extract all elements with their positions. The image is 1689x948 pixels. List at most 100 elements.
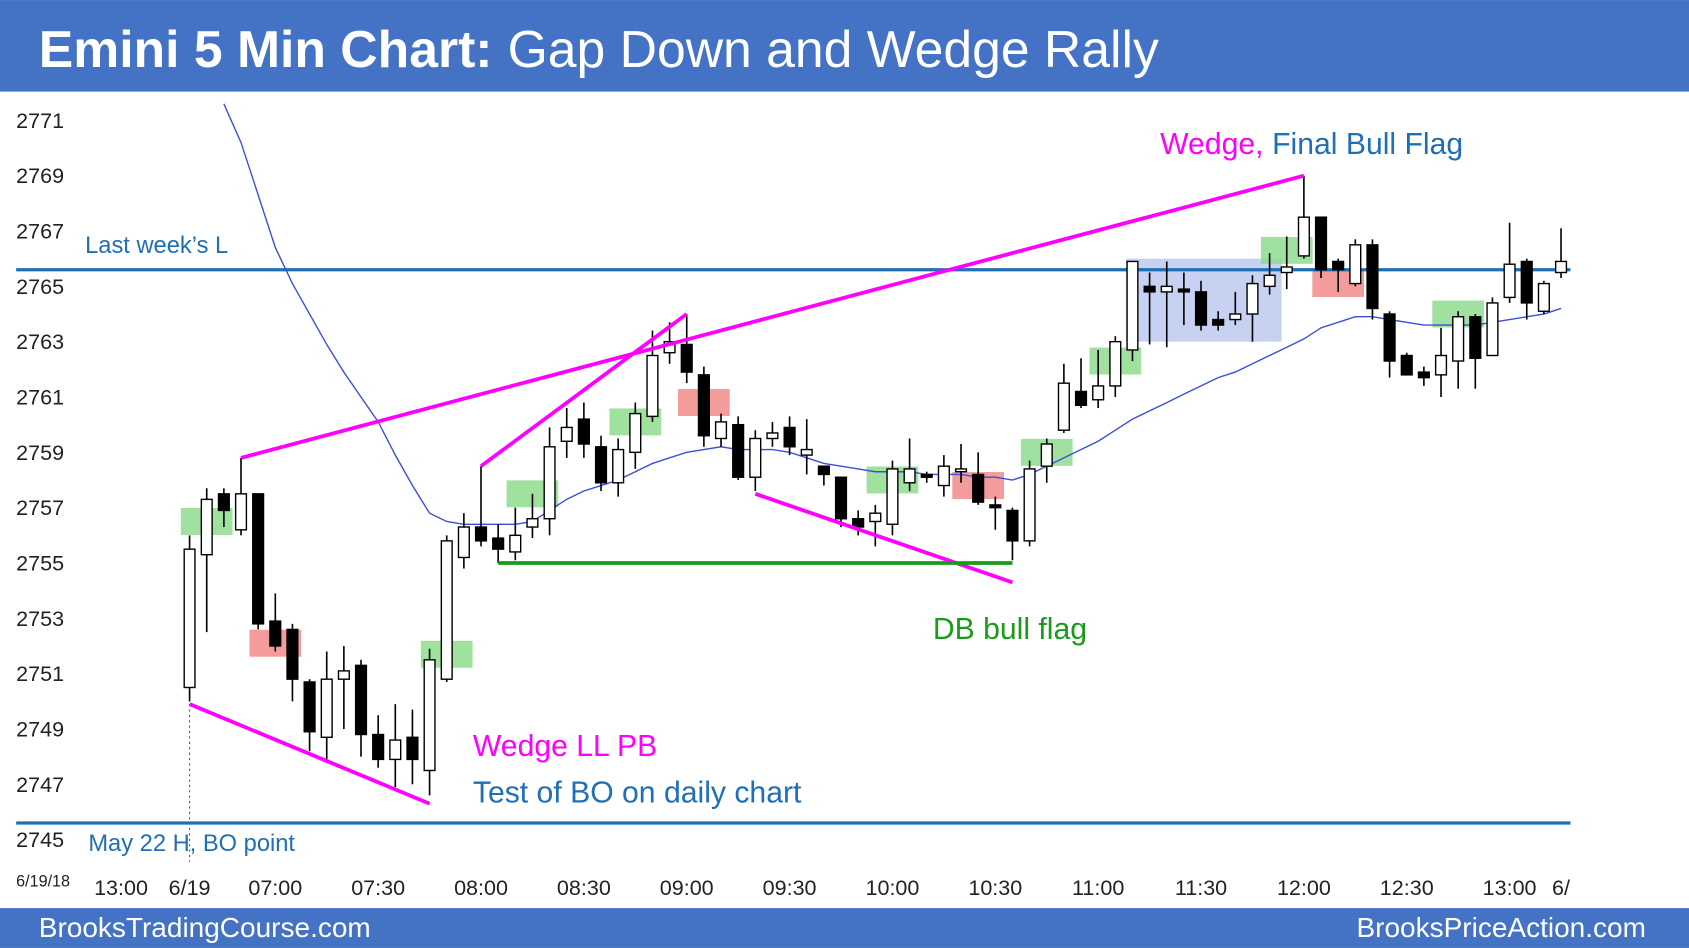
- candle-body: [989, 504, 1002, 509]
- date-label: 6/19/18: [16, 873, 70, 891]
- x-tick-label: 07:30: [351, 876, 405, 900]
- y-tick-label: 2767: [16, 220, 64, 244]
- candle-body: [852, 518, 865, 528]
- candle-body: [1126, 260, 1139, 351]
- chart-title: Emini 5 Min Chart: Gap Down and Wedge Ral…: [39, 20, 1159, 78]
- candle-body: [766, 432, 779, 440]
- candle-body: [629, 412, 642, 454]
- candle-body: [303, 681, 316, 733]
- x-tick-label: 11:30: [1175, 876, 1227, 900]
- candle-body: [1057, 382, 1070, 431]
- y-tick-label: 2769: [16, 164, 64, 188]
- candle-body: [800, 448, 813, 456]
- x-tick-label: 07:00: [248, 876, 302, 900]
- hline-label: Last week’s L: [85, 233, 228, 259]
- candle-body: [1520, 260, 1533, 304]
- y-tick-label: 2753: [16, 607, 64, 631]
- candle-body: [954, 468, 968, 473]
- candle-body: [869, 512, 882, 523]
- y-tick-label: 2751: [16, 662, 64, 686]
- candle-body: [1040, 443, 1053, 467]
- candle-body: [457, 526, 470, 559]
- footer-right: BrooksPriceAction.com: [1356, 912, 1645, 943]
- candle-body: [1503, 263, 1516, 299]
- x-tick-label: 08:30: [557, 876, 611, 900]
- candle-body: [1469, 316, 1482, 359]
- candle-body: [320, 678, 333, 738]
- x-tick-label: 10:00: [866, 876, 920, 900]
- candle-body: [612, 448, 625, 484]
- candle-body: [903, 468, 916, 484]
- candle-body: [372, 733, 385, 761]
- candle-body: [526, 518, 539, 528]
- candle-body: [834, 476, 848, 520]
- trend-line: [240, 173, 1305, 460]
- trend-line: [754, 492, 1014, 585]
- annotation: Wedge, Final Bull Flag: [1160, 128, 1463, 161]
- candle-body: [1194, 291, 1208, 326]
- candle-body: [1349, 244, 1362, 285]
- annotation-part: Wedge,: [1160, 128, 1263, 161]
- y-tick-label: 2765: [16, 275, 64, 299]
- candle-body: [389, 739, 402, 761]
- candle-body: [783, 426, 796, 448]
- y-tick-label: 2757: [16, 496, 64, 520]
- x-tick-label: 09:30: [763, 876, 817, 900]
- x-tick-label: 6/: [1552, 876, 1570, 900]
- y-tick-label: 2763: [16, 330, 64, 354]
- candle-body: [217, 493, 230, 512]
- x-tick-label: 09:00: [660, 876, 714, 900]
- candle-body: [1383, 313, 1396, 362]
- y-tick-label: 2771: [16, 109, 64, 133]
- candle-body: [1160, 285, 1173, 293]
- candle-body: [337, 670, 350, 680]
- candle-body: [252, 493, 265, 625]
- candle-body: [1297, 216, 1310, 257]
- candle-body: [269, 620, 282, 647]
- title-rest: Gap Down and Wedge Rally: [508, 20, 1159, 78]
- footer-band: [0, 908, 1689, 948]
- candle-body: [1400, 354, 1413, 376]
- candle-body: [1092, 385, 1105, 401]
- candle-body: [200, 498, 213, 556]
- candle-body: [1263, 274, 1276, 288]
- candle-body: [972, 473, 985, 503]
- candle-body: [1229, 313, 1242, 321]
- candle-body: [1074, 390, 1088, 407]
- annotation-part: Final Bull Flag: [1272, 128, 1463, 161]
- candle-body: [1486, 302, 1499, 357]
- trend-line: [479, 312, 688, 468]
- annotation: DB bull flag: [933, 613, 1087, 646]
- candle-body: [1006, 509, 1019, 542]
- y-tick-label: 2749: [16, 718, 64, 742]
- annotation: Wedge LL PB: [473, 730, 657, 763]
- y-tick-label: 2759: [16, 441, 64, 465]
- candle-body: [697, 374, 710, 437]
- y-tick-label: 2745: [16, 828, 64, 852]
- candle-body: [1314, 216, 1328, 271]
- candle-body: [594, 446, 608, 484]
- hline-label: May 22 H, BO point: [88, 831, 295, 857]
- candle-body: [183, 548, 196, 689]
- y-tick-label: 2761: [16, 386, 64, 410]
- candle-body: [1434, 354, 1448, 376]
- plot: 2745 2747 2749 2751 2753 2755 2757 2759 2761 2763…: [16, 103, 1571, 900]
- candle-body: [749, 437, 762, 478]
- candle-body: [937, 465, 950, 487]
- header-band: [0, 0, 1689, 92]
- candle-body: [286, 628, 299, 680]
- candle-body: [577, 418, 590, 445]
- candle-body: [423, 659, 436, 772]
- x-tick-label: 13:00: [94, 876, 148, 900]
- candle-body: [440, 540, 453, 680]
- x-tick-label: 08:00: [454, 876, 508, 900]
- annotation: Test of BO on daily chart: [473, 777, 802, 810]
- candle-body: [714, 421, 728, 440]
- candle-body: [817, 465, 830, 476]
- candle-body: [1537, 282, 1550, 312]
- candle-body: [1452, 316, 1465, 362]
- candle-body: [354, 664, 368, 736]
- candle-body: [1332, 260, 1345, 271]
- candle-body: [509, 534, 522, 553]
